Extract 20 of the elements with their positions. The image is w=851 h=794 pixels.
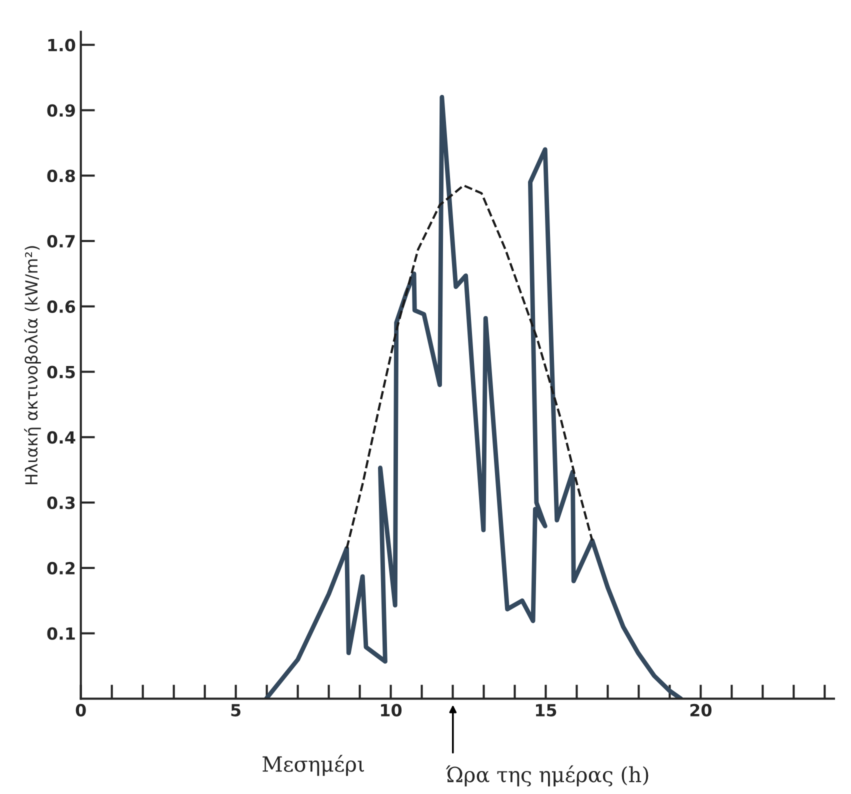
x-tick-label: 0 <box>76 704 86 716</box>
y-tick-label: 0.3 <box>47 496 75 510</box>
y-tick-label: 0.5 <box>47 366 75 378</box>
x-tick-label: 20 <box>690 704 712 716</box>
y-tick-label: 0.6 <box>47 300 76 313</box>
text: Μεσημέρι <box>262 754 364 776</box>
y-axis-title: Ηλιακή ακτινοβολία (kW/m²) <box>24 246 41 484</box>
y-tick-label: 1.0 <box>48 38 76 52</box>
x-tick-label: 15 <box>536 704 556 716</box>
x-axis-title: Ώρα της ημέρας (h) <box>446 765 648 786</box>
x-tick-label: 5 <box>231 704 240 716</box>
y-tick-label: 0.7 <box>47 234 75 248</box>
line-series <box>264 94 684 699</box>
y-tick-label: 0.1 <box>47 627 75 640</box>
x-tick-label: 10 <box>381 704 402 716</box>
y-tick-label: 0.2 <box>47 562 75 575</box>
line-series <box>346 184 594 550</box>
y-tick-label: 0.9 <box>47 104 75 117</box>
y-tick-label: 0.4 <box>47 431 76 444</box>
y-tick-label: 0.8 <box>47 170 75 182</box>
